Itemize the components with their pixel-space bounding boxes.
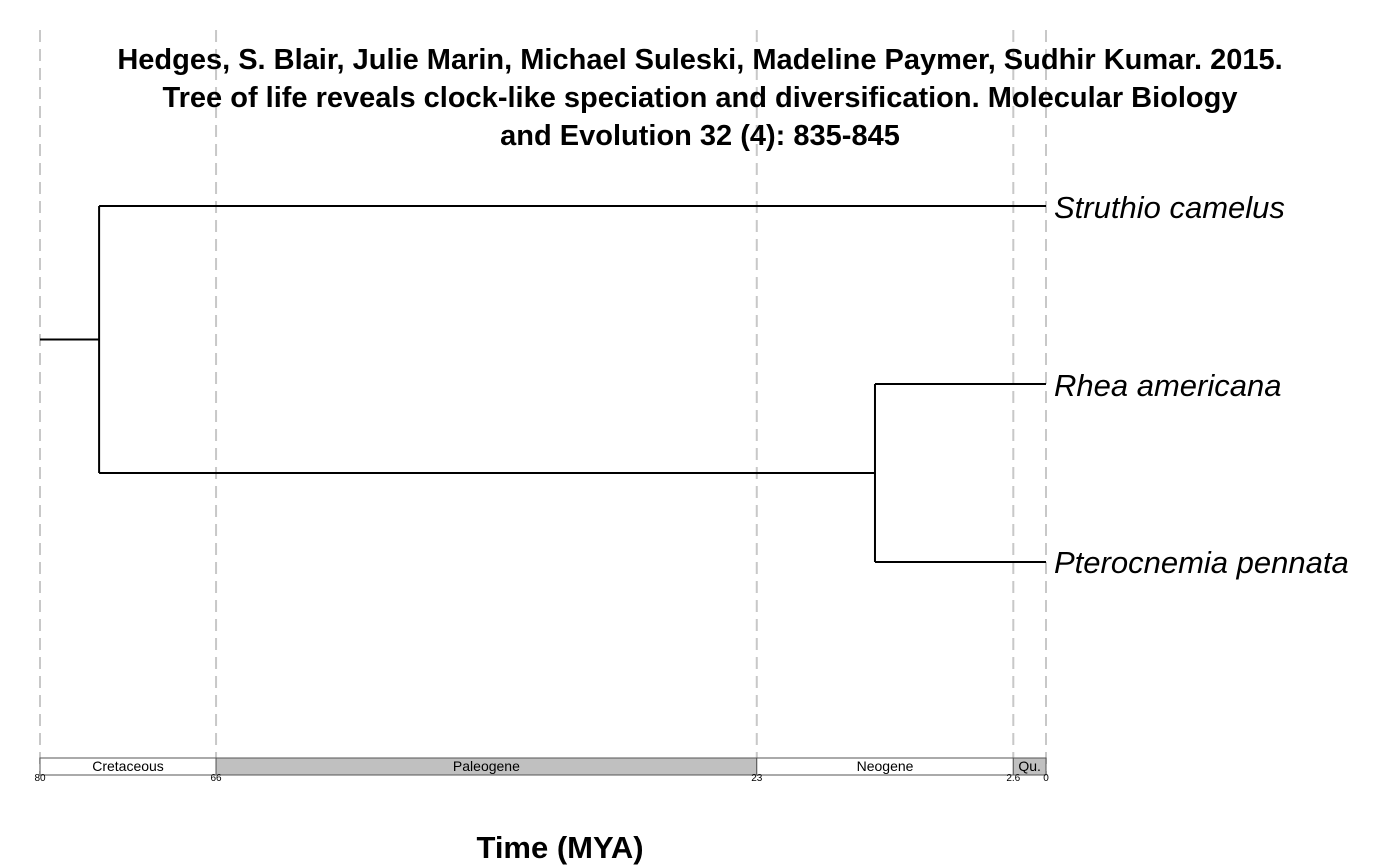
tip-label-pterocnemia-pennata: Pterocnemia pennata	[1054, 545, 1349, 580]
tick-labels: 80 66 23 2.6 0	[34, 773, 1049, 784]
axis-title: Time (MYA)	[476, 830, 643, 865]
title-line-3: and Evolution 32 (4): 835-845	[500, 120, 900, 152]
title-line-2: Tree of life reveals clock-like speciati…	[163, 82, 1238, 114]
period-paleogene-label: Paleogene	[453, 758, 520, 774]
tip-labels: Struthio camelus Rhea americana Pterocne…	[1054, 190, 1349, 580]
time-gridlines	[39, 30, 1047, 775]
tip-label-struthio-camelus: Struthio camelus	[1054, 190, 1285, 225]
period-qu-box	[1012, 757, 1047, 776]
citation-title: Hedges, S. Blair, Julie Marin, Michael S…	[117, 44, 1282, 152]
tree-branches	[40, 205, 1046, 563]
geologic-timescale: Cretaceous Paleogene Neogene Qu.	[39, 757, 1047, 776]
title-line-1: Hedges, S. Blair, Julie Marin, Michael S…	[117, 44, 1282, 76]
tip-label-rhea-americana: Rhea americana	[1054, 368, 1281, 403]
tick-label: 2.6	[1006, 773, 1020, 784]
tick-label: 23	[751, 773, 763, 784]
period-cretaceous-label: Cretaceous	[92, 758, 164, 774]
tick-label: 0	[1043, 773, 1049, 784]
tick-label: 66	[210, 773, 222, 784]
tick-label: 80	[34, 773, 46, 784]
period-qu-label: Qu.	[1018, 758, 1041, 774]
period-neogene-label: Neogene	[857, 758, 914, 774]
